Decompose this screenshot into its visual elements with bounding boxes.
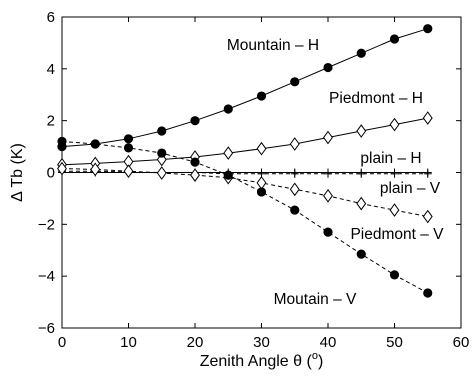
data-point-filled-circle [57,136,67,146]
data-point-open-diamond [57,161,67,176]
x-axis-label-degree: o [312,350,318,362]
data-point-filled-circle [256,91,267,101]
data-point-filled-circle [389,34,400,44]
data-point-filled-circle [290,77,300,87]
x-tick-label: 30 [253,334,270,351]
data-point-filled-circle [256,187,267,197]
x-axis-label-text: Zenith Angle θ ( [200,353,313,370]
y-tick-label: −4 [38,268,55,285]
series-line [61,140,429,294]
data-point-plus [290,169,299,178]
data-point-open-diamond [289,182,300,197]
data-point-open-diamond [223,146,234,160]
series-line [61,168,428,218]
data-point-open-diamond [256,176,267,190]
x-axis-label: Zenith Angle θ (o) [200,350,324,370]
x-axis-label-suffix: ) [318,353,323,370]
data-point-filled-circle [423,288,433,298]
data-point-filled-circle [223,170,233,180]
data-point-plus [324,169,332,178]
series-4 [57,161,433,224]
data-point-filled-circle [423,24,433,34]
data-point-open-diamond [323,188,333,203]
data-point-filled-circle [157,126,167,136]
axis-ticks [61,16,462,329]
x-tick-label: 20 [187,334,204,351]
y-tick-label: −2 [38,216,55,233]
x-tick-label: 0 [58,334,66,351]
series-annotations: Mountain – H Piedmont – H plain – H plain –… [227,37,444,308]
series-5 [57,136,433,298]
y-axis-label: Δ Tb (K) [9,143,26,202]
axis-tick-labels: 0 10 20 30 40 50 60 −6 −4 −2 0 2 4 6 [38,9,469,351]
x-tick-label: 60 [453,334,470,351]
data-point-filled-circle [190,157,200,167]
data-point-open-diamond [422,111,433,125]
series-line [61,117,428,166]
series-line [62,170,428,175]
data-point-open-diamond [356,196,367,211]
data-point-open-diamond [90,162,101,177]
series-annotation-label: Piedmont – V [350,226,444,243]
series-annotation-label: Mountain – H [227,37,319,54]
x-tick-label: 10 [120,334,137,351]
data-point-filled-circle [323,62,333,73]
x-tick-label: 50 [386,334,403,351]
data-point-open-diamond [389,117,400,132]
data-point-open-diamond [323,130,333,145]
data-point-filled-circle [290,205,300,215]
data-point-filled-circle [90,139,100,149]
y-tick-label: −6 [38,320,55,337]
data-point-plus [390,169,399,178]
data-point-open-diamond [256,141,267,156]
series-annotation-label: plain – H [360,150,421,167]
data-point-filled-circle [323,227,333,237]
y-tick-label: 0 [47,165,55,182]
data-point-filled-circle [356,249,366,259]
series-annotation-label: Moutain – V [274,291,357,308]
series-line [61,28,428,148]
data-point-filled-circle [123,143,134,153]
series-annotation-label: Piedmont – H [329,90,423,107]
data-point-plus [357,169,366,178]
data-point-filled-circle [157,148,167,158]
data-point-open-diamond [190,168,200,182]
data-point-filled-circle [123,134,134,144]
data-point-open-diamond [289,137,300,151]
data-point-open-diamond [123,164,134,179]
y-tick-label: 4 [47,61,55,78]
y-tick-label: 6 [47,9,55,26]
data-point-plus [423,169,432,178]
data-point-open-diamond [356,124,367,138]
data-point-filled-circle [389,270,400,280]
series-2 [58,168,432,177]
y-tick-label: 2 [47,113,55,130]
data-point-open-diamond [156,166,167,180]
data-point-open-diamond [389,203,400,217]
data-point-filled-circle [223,104,233,114]
data-point-open-diamond [422,209,433,224]
x-tick-label: 40 [320,334,337,351]
series-layer [57,24,433,298]
data-point-filled-circle [356,48,366,58]
data-point-filled-circle [190,116,200,126]
series-annotation-label: plain – V [380,180,441,197]
